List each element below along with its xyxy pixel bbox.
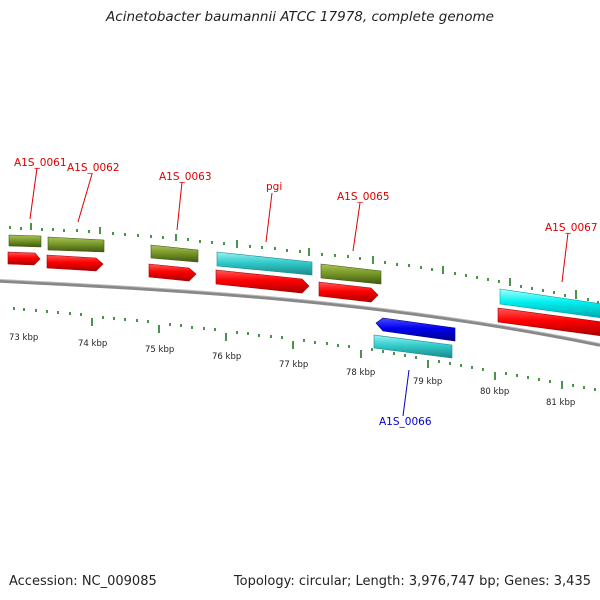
cds-arrow [7, 251, 41, 266]
cds-arrow [215, 269, 310, 294]
kbp-label: 80 kbp [480, 387, 509, 397]
gene-A1S_0061[interactable] [7, 234, 42, 266]
kbp-label: 73 kbp [9, 333, 38, 343]
cds-arrow [497, 307, 600, 337]
kbp-label: 81 kbp [546, 398, 575, 408]
gene-A1S_0063[interactable] [148, 244, 199, 282]
gene-pgi[interactable] [215, 251, 313, 294]
cds-arrow [148, 263, 197, 282]
gene-A1S_0062[interactable] [46, 236, 105, 272]
gene-label-A1S_0065[interactable]: A1S_0065 [337, 191, 390, 203]
gene-A1S_0067[interactable] [497, 288, 600, 337]
accession-text: Accession: NC_009085 [9, 574, 157, 589]
genome-backbone [0, 279, 600, 347]
map-title: Acinetobacter baumannii ATCC 17978, comp… [106, 9, 494, 25]
gene-A1S_0066[interactable] [373, 317, 456, 359]
genome-summary-text: Topology: circular; Length: 3,976,747 bp… [233, 574, 591, 589]
gene-bar [499, 288, 600, 319]
gene-label-A1S_0067[interactable]: A1S_0067 [545, 222, 598, 234]
gene-labels: A1S_0061 A1S_0062 A1S_0063 pgi A1S_0065 … [14, 157, 598, 428]
gene-bar [373, 334, 453, 359]
gene-A1S_0065[interactable] [318, 263, 382, 303]
gene-label-A1S_0066[interactable]: A1S_0066 [379, 416, 432, 428]
gene-label-pgi[interactable]: pgi [266, 181, 282, 193]
kbp-label: 77 kbp [279, 360, 308, 370]
kbp-label: 75 kbp [145, 345, 174, 355]
gene-label-A1S_0061[interactable]: A1S_0061 [14, 157, 67, 169]
cds-arrow [46, 254, 104, 272]
label-leaders [29, 167, 569, 417]
gene-label-A1S_0062[interactable]: A1S_0062 [67, 162, 120, 174]
cds-arrow [318, 281, 379, 303]
kbp-labels: 73 kbp 74 kbp 75 kbp 76 kbp 77 kbp 78 kb… [9, 333, 575, 408]
gene-bar [8, 234, 42, 248]
forward-tick-track [9, 223, 599, 304]
gene-bar [150, 244, 199, 263]
kbp-label: 74 kbp [78, 339, 107, 349]
reverse-cds-arrow [375, 317, 456, 342]
kbp-label: 76 kbp [212, 352, 241, 362]
kbp-label: 78 kbp [346, 368, 375, 378]
gene-label-A1S_0063[interactable]: A1S_0063 [159, 171, 212, 183]
gene-bar [47, 236, 105, 253]
gene-bar [216, 251, 313, 276]
kbp-label: 79 kbp [413, 377, 442, 387]
kbp-tick-track [13, 307, 596, 391]
gene-bar [320, 263, 382, 285]
